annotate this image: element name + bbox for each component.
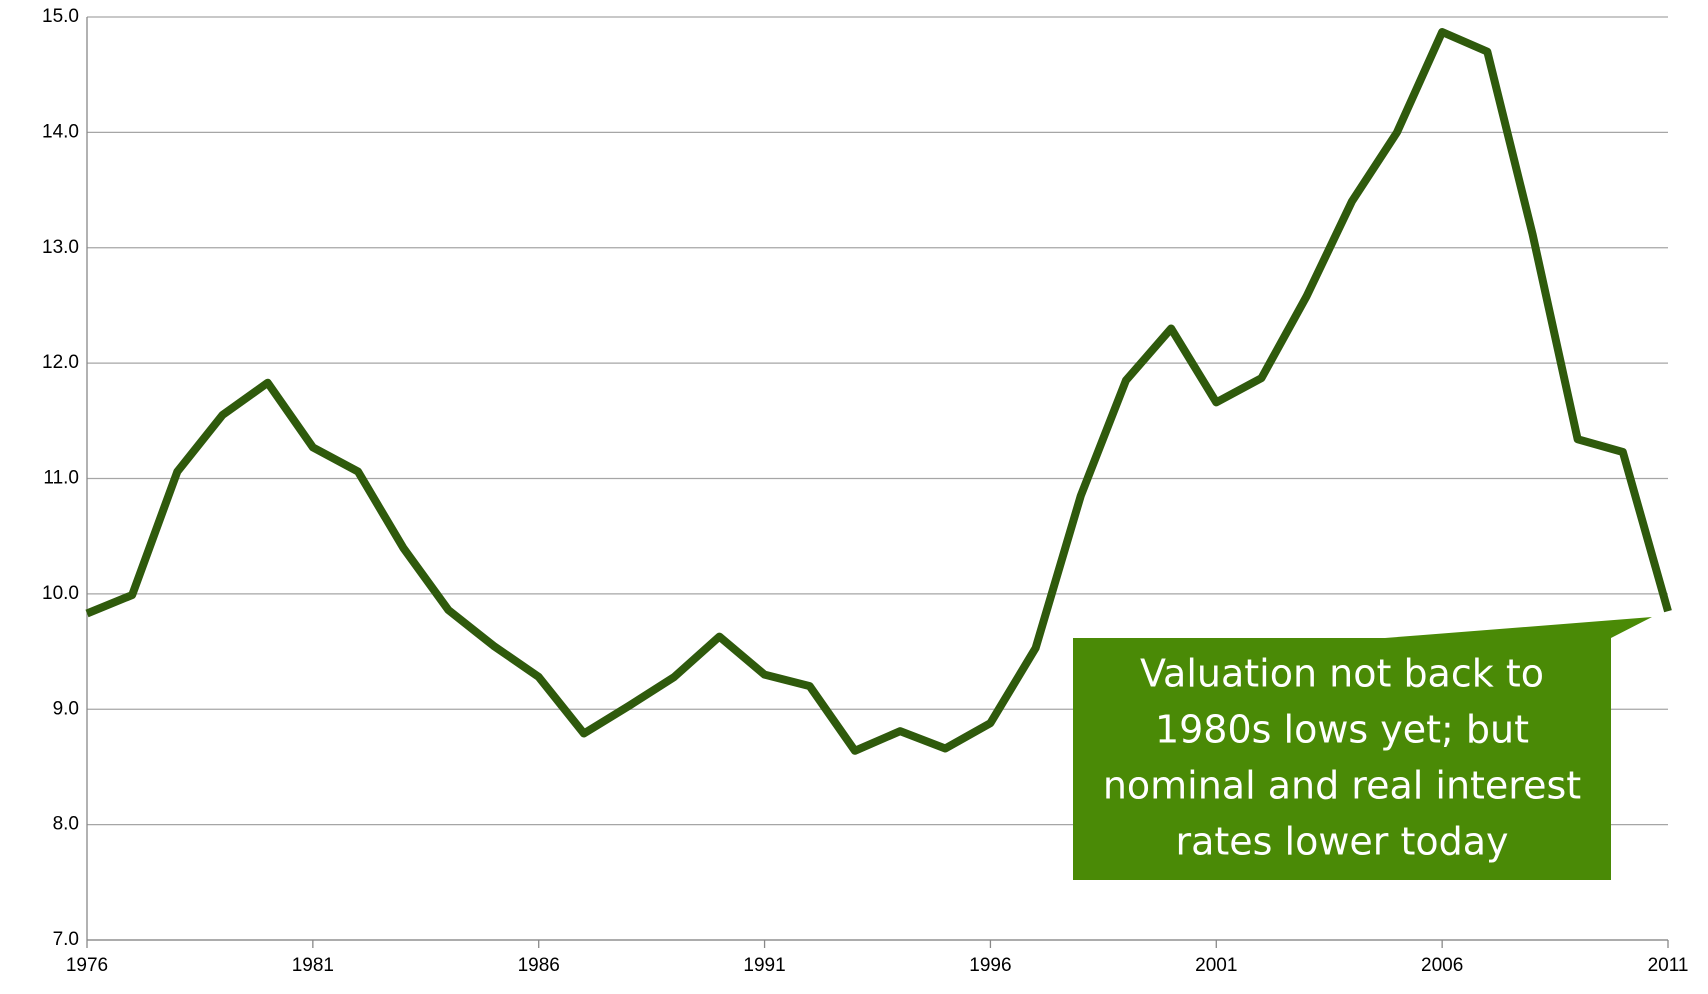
x-tick-label: 1976 [66, 955, 108, 976]
annotation-text: 1980s lows yet; but [1155, 708, 1529, 752]
annotation-text: Valuation not back to [1140, 652, 1544, 696]
x-tick-label: 1986 [518, 955, 560, 976]
x-tick-label: 2011 [1648, 955, 1689, 976]
x-tick-label: 1981 [292, 955, 334, 976]
annotation-text: rates lower today [1175, 820, 1508, 864]
x-tick-label: 2006 [1421, 955, 1463, 976]
y-tick-label: 13.0 [42, 237, 79, 258]
y-tick-label: 10.0 [42, 583, 79, 604]
annotation-text: nominal and real interest [1103, 764, 1581, 808]
y-tick-label: 12.0 [42, 352, 79, 373]
callout-box [1073, 617, 1652, 880]
x-tick-label: 2001 [1195, 955, 1237, 976]
y-tick-label: 9.0 [53, 698, 79, 719]
y-tick-label: 11.0 [43, 468, 79, 489]
line-series [85, 27, 1672, 755]
x-tick-label: 1996 [969, 955, 1011, 976]
x-tick-label: 1991 [743, 955, 785, 976]
y-tick-label: 15.0 [42, 6, 79, 27]
y-tick-label: 7.0 [53, 929, 79, 950]
y-tick-label: 14.0 [42, 121, 79, 142]
y-tick-label: 8.0 [53, 814, 79, 835]
